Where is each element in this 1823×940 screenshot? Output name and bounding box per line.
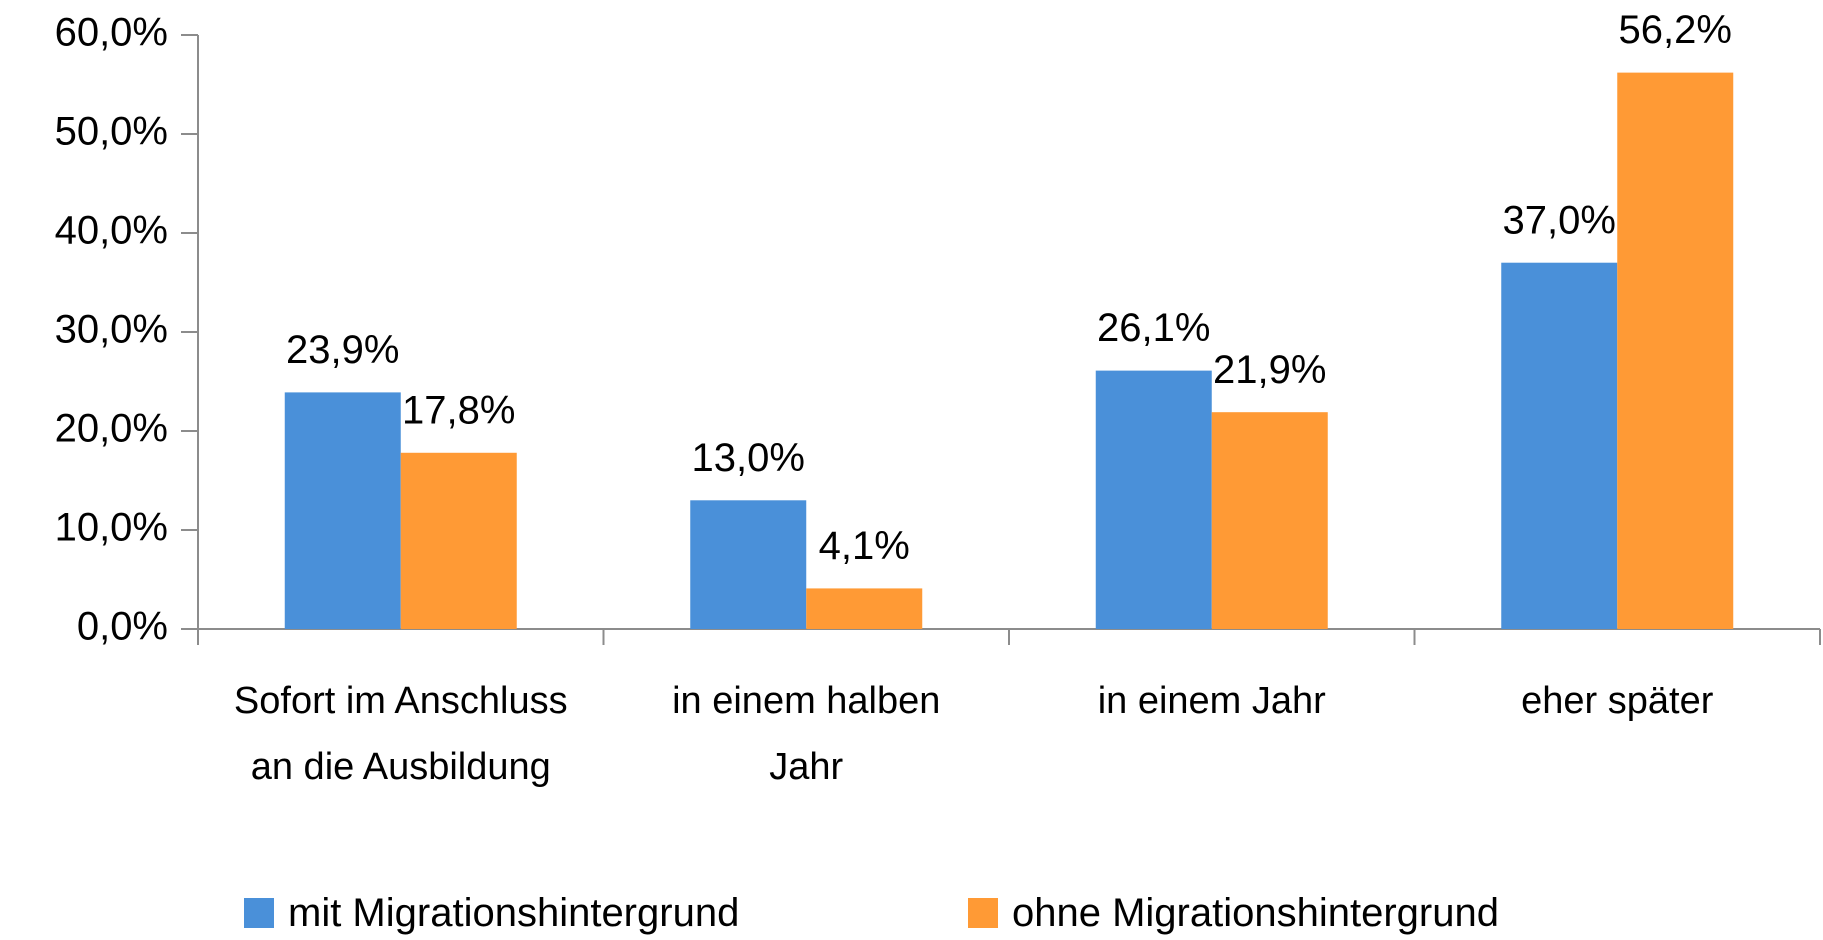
legend-swatch <box>968 898 998 928</box>
data-label: 56,2% <box>1619 8 1732 52</box>
x-tick-label: in einem Jahr <box>1097 680 1326 722</box>
bar <box>1501 262 1618 629</box>
data-label: 13,0% <box>692 436 805 480</box>
data-label: 17,8% <box>402 388 515 432</box>
legend-item: ohne Migrationshintergrund <box>968 888 1499 938</box>
data-label: 21,9% <box>1213 348 1326 392</box>
y-tick-label: 10,0% <box>55 506 168 550</box>
legend-swatch <box>244 898 274 928</box>
legend-label: mit Migrationshintergrund <box>288 890 740 935</box>
data-label: 37,0% <box>1503 198 1616 242</box>
y-tick-label: 30,0% <box>55 308 168 352</box>
x-tick-label: eher später <box>1521 680 1714 722</box>
y-tick-label: 60,0% <box>55 11 168 55</box>
data-label: 26,1% <box>1097 306 1210 350</box>
bar <box>690 500 807 629</box>
bar <box>1211 412 1328 629</box>
bar <box>284 392 401 629</box>
data-label: 4,1% <box>819 524 910 568</box>
y-tick-label: 20,0% <box>55 407 168 451</box>
y-tick-label: 0,0% <box>77 605 168 649</box>
y-tick-label: 50,0% <box>55 110 168 154</box>
data-label: 23,9% <box>286 328 399 372</box>
x-tick-label: in einem halben Jahr <box>672 680 941 788</box>
legend-item: mit Migrationshintergrund <box>244 888 739 938</box>
legend-label: ohne Migrationshintergrund <box>1012 890 1499 935</box>
y-tick-label: 40,0% <box>55 209 168 253</box>
x-tick-label: Sofort im Anschluss an die Ausbildung <box>233 680 568 788</box>
bar <box>1617 72 1734 630</box>
bar <box>1095 370 1212 629</box>
bar <box>806 588 923 629</box>
bar <box>400 452 517 629</box>
